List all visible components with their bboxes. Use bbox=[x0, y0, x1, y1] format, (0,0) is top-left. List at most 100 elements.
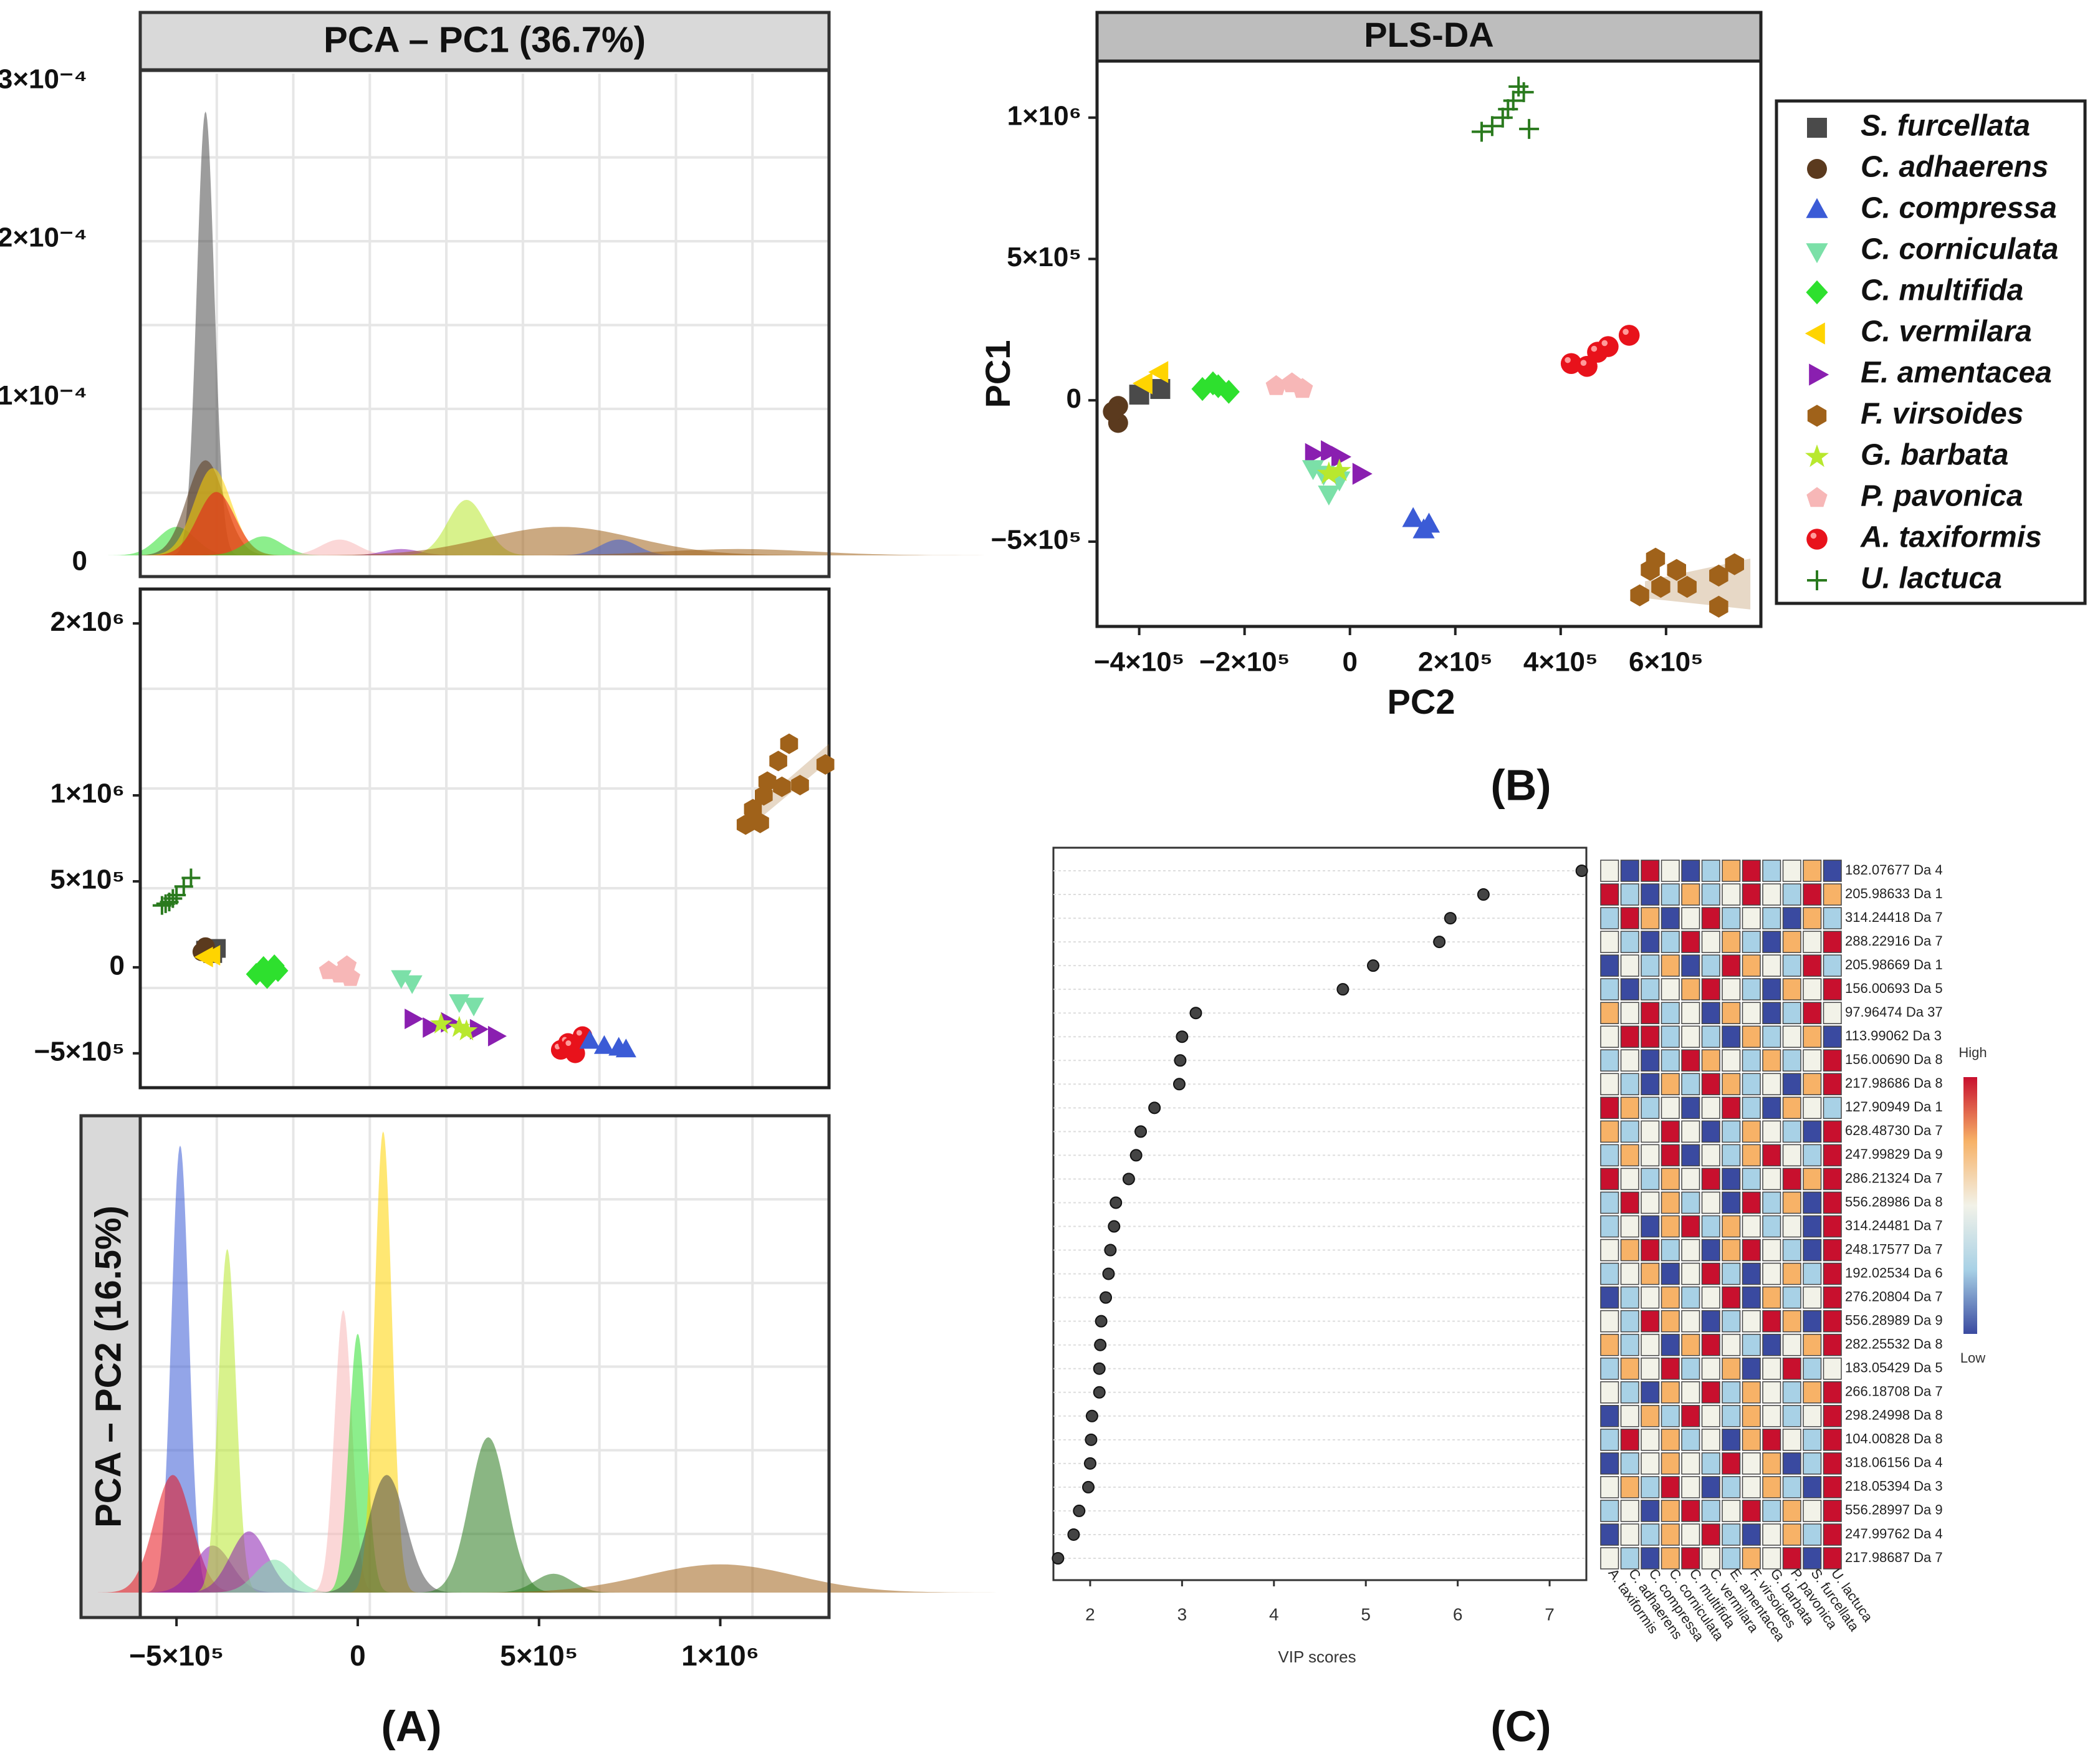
feature-label: 298.24998 Da 8 bbox=[1845, 1407, 1943, 1423]
x-tick-label: 4 bbox=[1269, 1604, 1279, 1624]
heatmap-cell bbox=[1803, 1405, 1822, 1427]
point-c--corniculata bbox=[391, 970, 412, 989]
heatmap-cell bbox=[1620, 1144, 1639, 1167]
density-c--corniculata bbox=[199, 1560, 350, 1593]
heatmap-cell bbox=[1600, 1144, 1619, 1167]
legend-label: P. pavonica bbox=[1861, 480, 2023, 513]
point-e--amentacea bbox=[405, 1009, 424, 1030]
heatmap-cell bbox=[1600, 1025, 1619, 1048]
heatmap-cell bbox=[1782, 1002, 1801, 1024]
heatmap-cell bbox=[1620, 954, 1639, 977]
heatmap-cell bbox=[1762, 1405, 1781, 1427]
heatmap-cell bbox=[1823, 1523, 1842, 1546]
heatmap-cell bbox=[1762, 1167, 1781, 1191]
heatmap-cell bbox=[1620, 1476, 1639, 1498]
feature-label: 276.20804 Da 7 bbox=[1845, 1288, 1943, 1304]
feature-label: 183.05429 Da 5 bbox=[1845, 1360, 1943, 1376]
heatmap-cell bbox=[1641, 1167, 1660, 1191]
heatmap-cell bbox=[1823, 1025, 1842, 1048]
plot-area bbox=[1095, 59, 1763, 628]
legend-marker bbox=[1806, 529, 1828, 550]
heatmap-cell bbox=[1701, 931, 1720, 953]
vip-point bbox=[1082, 1480, 1095, 1493]
feature-label: 182.07677 Da 4 bbox=[1845, 862, 1943, 878]
point-c--vermilara bbox=[201, 945, 221, 966]
heatmap-cell bbox=[1681, 1405, 1700, 1427]
feature-label: 556.28986 Da 8 bbox=[1845, 1194, 1943, 1209]
point-f--virsoides bbox=[1651, 575, 1671, 598]
heatmap-cell bbox=[1681, 1476, 1700, 1498]
y-axis-label: PC1 bbox=[978, 340, 1017, 408]
panel-a-pc1-density: PCA – PC1 (36.7%) 3×10⁻⁴ 2×10⁻⁴ 1×10⁻⁴ 0 bbox=[0, 11, 1038, 578]
strip-header bbox=[138, 11, 831, 72]
heatmap-cell bbox=[1762, 954, 1781, 977]
vip-point bbox=[1083, 1457, 1096, 1470]
x-tick-label: −4×10⁵ bbox=[1094, 647, 1184, 678]
heatmap-cell bbox=[1722, 1476, 1741, 1498]
heatmap-cell bbox=[1803, 1357, 1822, 1380]
feature-label: 286.21324 Da 7 bbox=[1845, 1170, 1943, 1186]
point-f--virsoides bbox=[773, 776, 791, 797]
heatmap-cell bbox=[1762, 1262, 1781, 1285]
vip-point bbox=[1073, 1504, 1086, 1517]
legend: S. furcellata C. adhaerens C. compressa C. … bbox=[1775, 99, 2087, 605]
heatmap-cell bbox=[1803, 1476, 1822, 1498]
heatmap-cell bbox=[1661, 1476, 1680, 1498]
heatmap-cell bbox=[1681, 931, 1700, 953]
heatmap-cell bbox=[1722, 1429, 1741, 1451]
heatmap-cell bbox=[1661, 1215, 1680, 1238]
panel-b-pls-da: PLS-DA −4×10⁵ −2×10⁵ 0 2×10⁵ 4×10⁵ 6×10⁵ 1×10⁶ 5… bbox=[978, 11, 2087, 809]
heatmap-cell bbox=[1742, 1381, 1761, 1404]
heatmap-cell bbox=[1600, 860, 1619, 882]
feature-label: 217.98687 Da 7 bbox=[1845, 1550, 1943, 1565]
heatmap-cell bbox=[1600, 883, 1619, 906]
panel-label-c: (C) bbox=[1490, 1702, 1551, 1750]
point-f--virsoides bbox=[791, 775, 809, 795]
heatmap-cell bbox=[1701, 1191, 1720, 1214]
heatmap-cell bbox=[1620, 978, 1639, 1000]
heatmap-cell bbox=[1782, 1049, 1801, 1072]
point-c--corniculata bbox=[449, 994, 470, 1014]
heatmap-cell bbox=[1600, 1523, 1619, 1546]
heatmap-cell bbox=[1782, 1096, 1801, 1119]
point-g--barbata bbox=[429, 1012, 453, 1034]
feature-label: 113.99062 Da 3 bbox=[1845, 1028, 1942, 1043]
vip-point bbox=[1110, 1196, 1123, 1209]
legend-marker bbox=[1806, 487, 1828, 507]
point-c--vermilara bbox=[1132, 372, 1153, 395]
heatmap-cell bbox=[1742, 1025, 1761, 1048]
heatmap-cell bbox=[1722, 1144, 1741, 1167]
heatmap-cell bbox=[1762, 907, 1781, 929]
point-f--virsoides bbox=[780, 733, 798, 754]
vip-point bbox=[1176, 1030, 1189, 1043]
vip-point bbox=[1148, 1101, 1161, 1114]
vip-point bbox=[1122, 1172, 1135, 1186]
heatmap-cell bbox=[1722, 954, 1741, 977]
heatmap-cell bbox=[1762, 1025, 1781, 1048]
heatmap-cell bbox=[1681, 1500, 1700, 1522]
heatmap-cell bbox=[1762, 1073, 1781, 1096]
point-c--compressa bbox=[579, 1030, 600, 1049]
point-c--multifida bbox=[267, 959, 289, 982]
heatmap-cell bbox=[1600, 907, 1619, 929]
heatmap-cell bbox=[1803, 954, 1822, 977]
heatmap-cell bbox=[1701, 1500, 1720, 1522]
legend-label: E. amentacea bbox=[1861, 357, 2052, 390]
panel-label-a: (A) bbox=[381, 1702, 441, 1750]
vip-point bbox=[1052, 1552, 1065, 1565]
feature-label: 205.98669 Da 1 bbox=[1845, 957, 1943, 972]
heatmap-cell bbox=[1661, 978, 1680, 1000]
heatmap-cell bbox=[1641, 1381, 1660, 1404]
point-f--virsoides bbox=[1725, 553, 1744, 575]
point-p--pavonica bbox=[1265, 375, 1287, 395]
heatmap-cell bbox=[1641, 1405, 1660, 1427]
panel-c-vip: 2 3 4 5 6 7 VIP scores 182.07677 Da 4 205.98633 … bbox=[1052, 846, 1987, 1750]
y-tick-label: 2×10⁻⁴ bbox=[0, 222, 87, 252]
point-u--lactuca bbox=[1503, 90, 1523, 111]
density-a--taxiformis bbox=[98, 1475, 248, 1593]
panel-a-pc2-density: PCA – PC2 (16.5%) −5×10⁵ 0 5×10⁵ 1×10⁶ (A) bbox=[79, 1114, 1020, 1750]
heatmap-cell bbox=[1620, 1262, 1639, 1285]
heatmap-cell bbox=[1722, 1500, 1741, 1522]
y-tick-label: 5×10⁵ bbox=[1007, 242, 1081, 272]
heatmap-cell bbox=[1661, 1333, 1680, 1356]
